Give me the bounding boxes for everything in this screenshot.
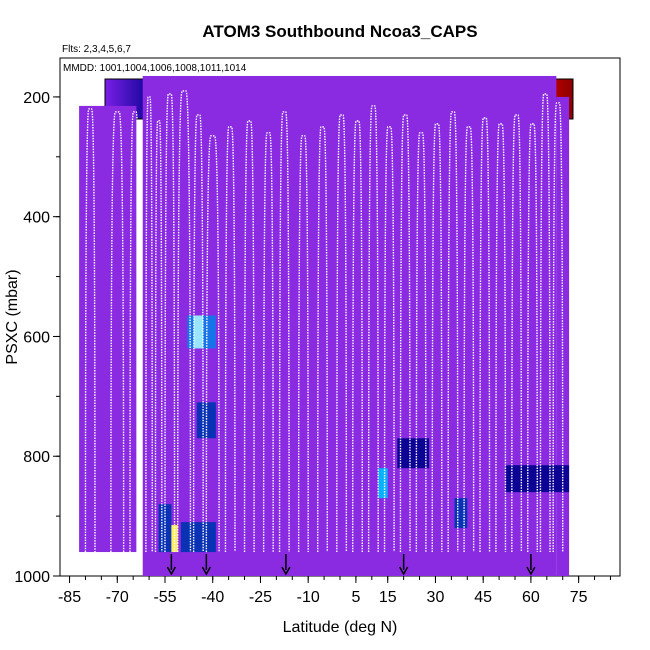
flights-label: Flts: 2,3,4,5,6,7 (62, 44, 131, 55)
heatmap-cell (454, 498, 468, 529)
flight-profile (431, 123, 443, 553)
flight-profile (84, 108, 96, 553)
chart-title: ATOM3 Southbound Ncoa3_CAPS (202, 22, 477, 41)
x-tick-label: 30 (427, 589, 445, 606)
y-axis: 200 400 600 800 1000 (14, 90, 60, 586)
flight-profile (495, 123, 507, 553)
x-tick-label: -25 (249, 589, 272, 606)
y-tick-label: 800 (23, 449, 50, 466)
flight-profile (447, 111, 459, 553)
flight-profile (192, 114, 204, 553)
flight-profile (154, 120, 163, 553)
heatmap-cell (196, 402, 216, 439)
flight-profile (527, 123, 538, 553)
flight-marker-arrowhead (281, 566, 291, 576)
flight-profile (164, 93, 176, 553)
y-axis-label: PSXC (mbar) (4, 269, 21, 364)
flight-profile (383, 126, 395, 553)
flight-profile (317, 126, 328, 553)
flight-profiles (84, 90, 564, 553)
x-tick-label: 45 (474, 589, 492, 606)
flight-profile (552, 102, 564, 553)
x-tick-label: -55 (153, 589, 176, 606)
heatmap-cell (158, 504, 172, 553)
x-axis-label: Latitude (deg N) (283, 619, 398, 636)
y-tick-label: 200 (23, 90, 50, 107)
x-tick-label: 60 (522, 589, 540, 606)
flight-profile (399, 114, 411, 553)
heatmap-cell (171, 525, 178, 553)
x-tick-label: -70 (106, 589, 129, 606)
flight-profile (511, 114, 523, 553)
y-tick-label: 400 (23, 210, 50, 227)
flight-profile (243, 120, 255, 553)
flight-profile (463, 126, 475, 553)
flight-profile (336, 114, 348, 553)
x-tick-label: 15 (379, 589, 397, 606)
y-tick-label: 600 (23, 329, 50, 346)
heatmap-cell (180, 522, 216, 553)
y-tick-label: 1000 (14, 569, 50, 586)
x-tick-label: -40 (201, 589, 224, 606)
x-tick-label: 5 (351, 589, 360, 606)
flight-profile (352, 120, 363, 553)
flight-profile (278, 111, 290, 553)
flight-profile (224, 126, 236, 553)
flight-marker-arrowhead (166, 566, 177, 576)
heatmap-cell (378, 468, 388, 499)
flight-marker-arrowhead (201, 566, 212, 576)
heatmap-cell (397, 438, 430, 469)
flight-profile (129, 111, 141, 553)
flight-profile (262, 132, 274, 553)
flight-markers (166, 554, 536, 576)
x-tick-label: 75 (570, 589, 588, 606)
dates-label: MMDD: 1001,1004,1006,1008,1011,1014 (63, 63, 247, 74)
x-tick-label: -85 (58, 589, 81, 606)
x-tick-label: -10 (297, 589, 320, 606)
flight-profile (415, 132, 427, 553)
flight-profile (177, 90, 192, 553)
heatmap-cell (193, 315, 204, 349)
flight-profile (479, 117, 491, 553)
x-axis: -85 -70 -55 -40 -25 -10 5 15 30 45 60 75 (58, 576, 611, 606)
flight-profile (145, 96, 153, 553)
flight-profile (539, 93, 551, 553)
coverage-block (79, 105, 137, 553)
flight-marker-arrowhead (398, 566, 409, 576)
flight-marker-arrowhead (526, 566, 536, 576)
